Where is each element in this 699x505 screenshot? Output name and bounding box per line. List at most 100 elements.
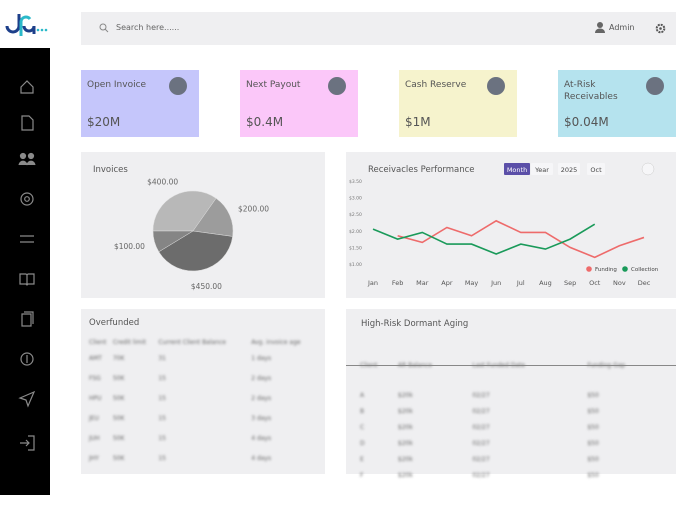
header-cell: Current Client Balance — [158, 338, 226, 346]
table-cell: 31 — [158, 354, 166, 362]
table-cell: $20k — [397, 423, 413, 431]
filter-icon[interactable] — [20, 235, 34, 243]
table-cell: 4 days — [251, 434, 272, 442]
table-cell: 2 days — [251, 374, 272, 382]
table-cell: 3 days — [251, 414, 272, 422]
filter-button[interactable] — [531, 163, 553, 175]
table-cell: JHY — [89, 454, 99, 462]
card-icon — [646, 77, 664, 95]
panel-title: High-Risk Dormant Aging — [361, 319, 469, 329]
settings-icon[interactable] — [20, 192, 34, 206]
search-icon — [99, 23, 109, 33]
filter-button[interactable] — [504, 163, 530, 175]
card-title: Open Invoice — [87, 80, 147, 90]
x-tick-label: Jun — [490, 279, 501, 287]
table-cell: A — [360, 391, 365, 399]
table-cell: $50 — [587, 439, 599, 447]
series-line — [397, 219, 645, 259]
divider — [346, 365, 676, 366]
settings-button[interactable] — [655, 23, 666, 34]
slice-label: $450.00 — [191, 282, 222, 291]
table-cell: JEU — [89, 414, 99, 422]
overfunded-table: Client Credit limit Current Client Balance… — [89, 336, 319, 468]
search-input[interactable]: Search here...... — [116, 23, 180, 32]
send-icon[interactable] — [18, 390, 36, 408]
table-cell: 15 — [158, 414, 166, 422]
table-cell: 50K — [112, 374, 125, 382]
x-tick-label: Oct — [589, 279, 601, 287]
table-cell: 15 — [158, 374, 166, 382]
table-row: JUH 50K 15 4 days — [89, 428, 319, 448]
table-cell: $20k — [397, 407, 413, 415]
panel-title: Invoices — [93, 165, 128, 175]
table-cell: 70K — [112, 354, 125, 362]
table-row: C $20k 02/27 $50 — [360, 419, 670, 435]
pie-slice — [192, 197, 234, 237]
user-name[interactable]: Admin — [609, 23, 635, 32]
pie-chart: $400.00 $200.00 $450.00 $100.00 — [114, 177, 269, 291]
search-button — [641, 162, 655, 176]
x-tick-label: Feb — [392, 279, 404, 287]
card-icon — [169, 77, 187, 95]
table-cell: D — [360, 439, 365, 447]
kpi-card: Cash Reserve $1M — [399, 70, 517, 137]
header-cell: Client — [89, 338, 107, 346]
table-row: HPU 50K 15 2 days — [89, 388, 319, 408]
table-cell: E — [360, 455, 364, 463]
users-icon[interactable] — [18, 152, 36, 166]
pie-slice — [158, 230, 233, 272]
slice-label: $100.00 — [114, 242, 145, 251]
x-tick-label: Nov — [613, 279, 626, 287]
table-cell: FSG — [89, 374, 101, 382]
y-tick-label: $3.50 — [349, 179, 362, 185]
card-value: $1M — [405, 115, 431, 129]
x-tick-label: Sep — [564, 279, 576, 287]
money-icon[interactable] — [20, 352, 34, 366]
sidebar — [0, 48, 50, 495]
table-cell: 15 — [158, 394, 166, 402]
filter-button[interactable] — [558, 163, 580, 175]
table-row: JEU 50K 15 3 days — [89, 408, 319, 428]
invoices-panel: Invoices $400.00 $200.00 $450.00 $100.00 — [81, 152, 325, 298]
copy-icon[interactable] — [21, 311, 34, 327]
table-row: JHY 50K 15 4 days — [89, 448, 319, 468]
filter-button-label: Month — [507, 166, 527, 174]
table-row: D $20k 02/27 $50 — [360, 435, 670, 451]
logout-icon[interactable] — [20, 435, 35, 451]
x-tick-label: Dec — [638, 279, 651, 287]
dormant-table: Client AR Balance Last Funded Date Funding … — [360, 343, 670, 483]
legend-marker — [586, 266, 592, 272]
slice-label: $400.00 — [147, 177, 178, 186]
filter-button[interactable] — [587, 163, 605, 175]
x-tick-label: Jan — [367, 279, 378, 287]
slice-label: $200.00 — [238, 205, 269, 214]
y-tick-label: $2.50 — [349, 212, 362, 218]
kpi-card: At-Risk Receivables $0.04M — [558, 70, 676, 137]
pie-slice — [152, 230, 194, 253]
table-cell: 02/27 — [472, 407, 490, 415]
table-cell: $50 — [587, 407, 599, 415]
x-tick-label: Aug — [539, 279, 552, 287]
table-cell: $20k — [397, 391, 413, 399]
book-icon[interactable] — [19, 273, 35, 286]
table-cell: 15 — [158, 454, 166, 462]
card-icon — [328, 77, 346, 95]
table-row: AMT 70K 31 1 days — [89, 348, 319, 368]
table-cell: 02/27 — [472, 455, 490, 463]
file-icon[interactable] — [21, 115, 34, 131]
header-bar: Search here...... Admin — [81, 12, 676, 45]
table-cell: 2 days — [251, 394, 272, 402]
table-cell: 50K — [112, 434, 125, 442]
pie-slice — [152, 190, 217, 232]
filter-button-label: Oct — [590, 166, 602, 174]
header-cell: Credit limit — [112, 338, 146, 346]
table-cell: 50K — [112, 454, 125, 462]
panel-title: Receivacles Performance — [368, 165, 475, 175]
table-cell: $20k — [397, 455, 413, 463]
table-cell: 50K — [112, 414, 125, 422]
home-icon[interactable] — [20, 80, 34, 94]
table-row: F $20k 02/27 $50 — [360, 467, 670, 483]
table-cell: $20k — [397, 439, 413, 447]
card-title: Next Payout — [246, 80, 301, 90]
